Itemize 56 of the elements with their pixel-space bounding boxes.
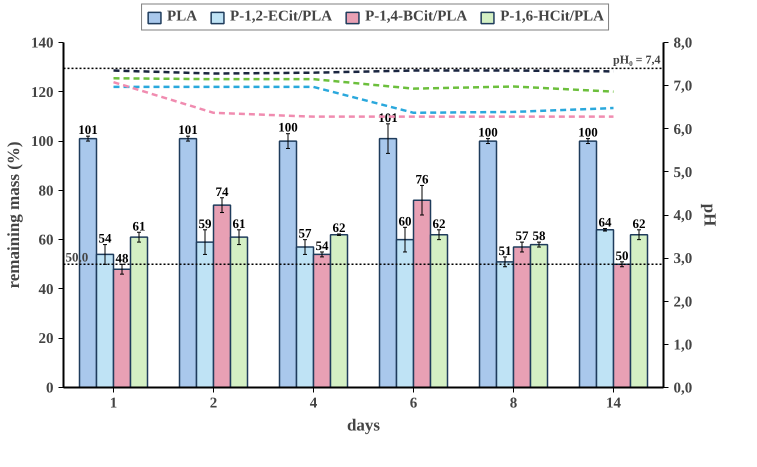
y2-tick-label: 4,0 — [674, 208, 692, 224]
data-label: 100 — [478, 124, 498, 140]
data-label: 101 — [78, 122, 98, 138]
data-label: 64 — [598, 214, 612, 230]
data-label: 101 — [178, 122, 198, 138]
legend-label: P-1,2-ECit/PLA — [230, 8, 332, 26]
data-label: 61 — [232, 216, 246, 231]
x-tick-label: 1 — [110, 396, 118, 412]
y2-tick-label: 0,0 — [674, 380, 692, 396]
data-label: 60 — [398, 213, 412, 228]
y2-tick-label: 6,0 — [674, 122, 692, 138]
legend-label: P-1,6-HCit/PLA — [500, 8, 604, 26]
legend-label: PLA — [167, 8, 198, 26]
y2-tick-label: 7,0 — [674, 78, 692, 95]
y-tick-label: 100 — [31, 134, 54, 150]
y-axis-title: remaining mass (%) — [4, 141, 23, 289]
x-tick-label: 2 — [210, 396, 218, 412]
data-label: 100 — [278, 120, 298, 135]
y2-axis-title: pH — [700, 204, 720, 226]
data-label: 51 — [498, 242, 512, 258]
data-label: 50 — [616, 248, 628, 263]
y2-tick-label: 2,0 — [674, 294, 692, 310]
x-tick-label: 14 — [606, 396, 622, 412]
ref-line-label: pH₀ = 7,4 — [613, 52, 661, 66]
y2-tick-label: 5,0 — [674, 164, 692, 181]
data-label: 61 — [132, 218, 146, 234]
legend-label: P-1,4-BCit/PLA — [365, 8, 468, 26]
data-label: 48 — [116, 250, 129, 266]
data-label: 76 — [416, 171, 429, 186]
line-series — [112, 86, 615, 114]
data-label: 62 — [432, 216, 446, 231]
data-label: 54 — [98, 230, 112, 246]
y-tick-label: 40 — [38, 282, 54, 298]
y2-tick-label: 3,0 — [674, 251, 692, 268]
y-tick-label: 140 — [31, 36, 54, 52]
data-label: 74 — [216, 184, 229, 199]
x-tick-label: 4 — [310, 396, 318, 412]
y-tick-label: 80 — [38, 183, 54, 200]
y-tick-label: 20 — [38, 331, 54, 348]
x-tick-label: 6 — [410, 396, 418, 412]
data-label: 100 — [578, 124, 598, 140]
y-tick-label: 0 — [46, 380, 54, 396]
y2-tick-label: 8,0 — [674, 36, 692, 52]
data-label: 54 — [316, 238, 329, 253]
x-tick-label: 8 — [510, 396, 518, 412]
data-label: 62 — [632, 216, 646, 231]
y2-tick-label: 1,0 — [674, 337, 692, 354]
data-label: 57 — [516, 228, 529, 244]
data-label: 57 — [298, 226, 312, 241]
x-axis-title: days — [346, 416, 380, 434]
data-label: 58 — [532, 228, 546, 244]
data-label: 59 — [198, 216, 212, 231]
y-tick-label: 60 — [38, 232, 54, 249]
y-tick-label: 120 — [31, 84, 54, 101]
data-label: 62 — [332, 220, 346, 235]
line-series — [112, 77, 615, 93]
